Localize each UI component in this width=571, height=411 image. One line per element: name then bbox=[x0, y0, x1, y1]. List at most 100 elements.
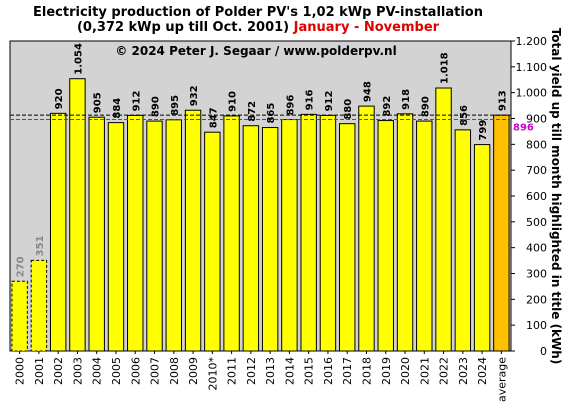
x-tick-label-2004: 2004 bbox=[91, 357, 104, 385]
value-label-2004: 905 bbox=[93, 92, 104, 113]
bar-2019 bbox=[377, 120, 394, 352]
y-axis: 0 100 200 300 400 500 600 700 800 900 1.000 1.100 1.… bbox=[511, 35, 547, 358]
x-tick-label-2016: 2016 bbox=[322, 357, 335, 385]
y-tick-label-800: 800 bbox=[526, 138, 547, 151]
x-tick-label-2021: 2021 bbox=[418, 357, 431, 385]
x-tick-label-2005: 2005 bbox=[110, 357, 123, 385]
x-tick-label-2002: 2002 bbox=[52, 357, 65, 385]
bars-group bbox=[11, 78, 510, 352]
x-tick-label-2001: 2001 bbox=[33, 357, 46, 385]
x-tick-label-2003: 2003 bbox=[71, 357, 84, 385]
x-tick-label-2023: 2023 bbox=[457, 357, 470, 385]
reference-lines: 896 bbox=[10, 114, 534, 134]
subtitle-prefix: (0,372 kWp up till Oct. 2001) bbox=[77, 20, 294, 35]
value-label-2005: 884 bbox=[112, 98, 123, 119]
x-tick-label-2017: 2017 bbox=[341, 357, 354, 385]
x-tick-label-2020: 2020 bbox=[399, 357, 412, 385]
chart-subtitle: (0,372 kWp up till Oct. 2001) January - … bbox=[77, 20, 440, 35]
value-labels: 270 351 920 1.054 905 884 912 890 895 932 847 910 87… bbox=[16, 43, 509, 277]
value-label-2024: 799 bbox=[478, 120, 489, 141]
x-tick-label-2014: 2014 bbox=[283, 357, 296, 385]
value-label-2017: 880 bbox=[343, 99, 354, 120]
x-tick-label-average: average bbox=[495, 357, 508, 402]
bar-2013 bbox=[261, 127, 279, 352]
bar-2004 bbox=[88, 116, 105, 352]
bar-2018 bbox=[358, 105, 375, 352]
y-tick-label-100: 100 bbox=[526, 319, 547, 332]
bar-2015 bbox=[300, 113, 317, 352]
value-label-2006: 912 bbox=[131, 90, 142, 111]
copyright-text: © 2024 Peter J. Segaar / www.polderpv.nl bbox=[115, 44, 396, 58]
y-tick-label-400: 400 bbox=[526, 242, 547, 255]
y-tick-label-600: 600 bbox=[526, 190, 547, 203]
bar-2007 bbox=[146, 120, 163, 352]
bar-2009 bbox=[184, 109, 202, 352]
y-axis-label: Total yield up till month highlighted in… bbox=[549, 28, 563, 365]
x-tick-label-2022: 2022 bbox=[438, 357, 451, 385]
y-tick-label-1100: 1.100 bbox=[516, 61, 548, 74]
bar-2011 bbox=[223, 115, 240, 352]
value-label-2011: 910 bbox=[228, 91, 239, 112]
bar-2001 bbox=[30, 259, 48, 352]
value-label-2022: 1.018 bbox=[440, 52, 451, 84]
y-tick-label-700: 700 bbox=[526, 164, 547, 177]
x-tick-label-2009: 2009 bbox=[187, 357, 200, 385]
y-tick-label-0: 0 bbox=[540, 345, 547, 358]
x-tick-label-2012: 2012 bbox=[245, 357, 258, 385]
x-tick-label-2010: 2010* bbox=[206, 357, 219, 391]
subtitle-highlight: January - November bbox=[293, 20, 440, 35]
value-label-2000: 270 bbox=[16, 256, 27, 277]
value-label-2012: 872 bbox=[247, 101, 258, 122]
y-tick-label-1200: 1.200 bbox=[516, 35, 548, 48]
bar-2021 bbox=[416, 120, 433, 352]
bar-2006 bbox=[127, 114, 144, 352]
y-tick-label-200: 200 bbox=[526, 293, 547, 306]
value-label-2016: 912 bbox=[324, 90, 335, 111]
bar-2017 bbox=[339, 123, 356, 352]
value-label-2013: 865 bbox=[266, 103, 277, 124]
bar-2014 bbox=[281, 119, 298, 352]
bar-2024 bbox=[473, 144, 491, 352]
bar-2012 bbox=[242, 125, 260, 352]
bar-2023 bbox=[454, 129, 472, 352]
value-label-2010: 847 bbox=[208, 107, 219, 128]
value-label-2023: 856 bbox=[459, 105, 470, 126]
y-tick-label-900: 900 bbox=[526, 113, 547, 126]
y-tick-label-500: 500 bbox=[526, 216, 547, 229]
bar-2022 bbox=[435, 87, 452, 352]
value-label-2002: 920 bbox=[54, 88, 65, 109]
x-tick-label-2000: 2000 bbox=[14, 357, 27, 385]
x-tick-label-2008: 2008 bbox=[168, 357, 181, 385]
value-label-2009: 932 bbox=[189, 85, 200, 106]
value-label-2003: 1.054 bbox=[73, 43, 84, 75]
x-tick-label-2007: 2007 bbox=[149, 357, 162, 385]
value-label-2007: 890 bbox=[151, 96, 162, 117]
bar-2000 bbox=[11, 280, 28, 352]
bar-2010 bbox=[204, 131, 221, 352]
y-tick-label-300: 300 bbox=[526, 268, 547, 281]
value-label-average: 913 bbox=[497, 90, 508, 111]
value-label-2018: 948 bbox=[362, 81, 373, 102]
value-label-2021: 890 bbox=[420, 96, 431, 117]
x-tick-label-2013: 2013 bbox=[264, 357, 277, 385]
value-label-2014: 896 bbox=[285, 95, 296, 116]
value-label-2019: 892 bbox=[382, 96, 393, 117]
x-tick-label-2024: 2024 bbox=[476, 357, 489, 385]
x-tick-label-2019: 2019 bbox=[380, 357, 393, 385]
bar-2008 bbox=[165, 119, 182, 352]
x-tick-label-2006: 2006 bbox=[129, 357, 142, 385]
x-axis: 2000 2001 2002 2003 2004 2005 2006 2007 2008 2009… bbox=[14, 351, 508, 402]
value-label-2001: 351 bbox=[35, 235, 46, 256]
y-tick-label-1000: 1.000 bbox=[516, 87, 548, 100]
bar-average bbox=[493, 114, 510, 352]
bar-2002 bbox=[49, 112, 67, 352]
x-tick-label-2015: 2015 bbox=[303, 357, 316, 385]
value-label-2015: 916 bbox=[305, 89, 316, 110]
x-tick-label-2018: 2018 bbox=[360, 357, 373, 385]
chart-title: Electricity production of Polder PV's 1,… bbox=[33, 5, 483, 20]
bar-2020 bbox=[396, 113, 414, 352]
bar-2016 bbox=[319, 114, 337, 352]
reference-line-label: 896 bbox=[513, 123, 534, 134]
value-label-2008: 895 bbox=[170, 95, 181, 116]
